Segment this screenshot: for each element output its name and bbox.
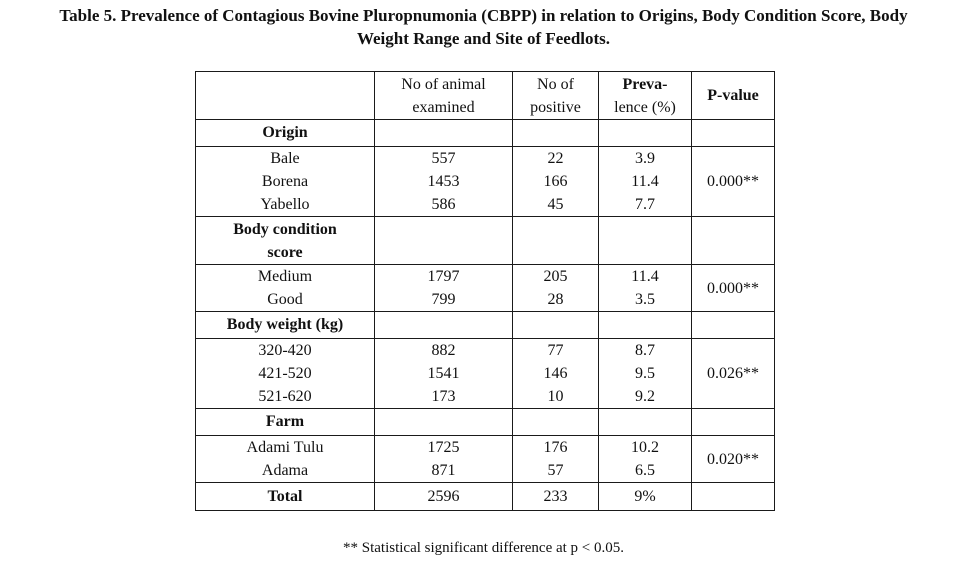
header-examined-line2: examined (412, 98, 475, 116)
prevalence-value: 3.9 (635, 150, 655, 167)
prevalence-value: 9.5 (635, 365, 655, 382)
header-prevalence-line1: Preva- (622, 75, 668, 93)
positive-value: 146 (543, 365, 568, 382)
positive-value: 166 (543, 173, 568, 190)
positive-value: 77 (547, 342, 564, 359)
header-empty-cell (195, 71, 375, 120)
prevalence-value: 8.7 (635, 342, 655, 359)
weight-positive: 77 146 10 (512, 338, 599, 409)
origin-p-value: 0.000** (691, 146, 775, 217)
positive-value: 57 (547, 462, 564, 479)
caption-line-2: Weight Range and Site of Feedlots. (356, 29, 611, 48)
bcs-prevalence: 11.4 3.5 (598, 264, 692, 312)
group-rows-farm: Adami Tulu Adama 1725 871 176 57 10.2 6.… (195, 435, 775, 483)
origin-examined: 557 1453 586 (374, 146, 513, 217)
section-title-weight: Body weight (kg) (195, 311, 375, 339)
examined-value: 1725 (427, 439, 460, 456)
header-prevalence: Preva- lence (%) (598, 71, 692, 120)
positive-value: 176 (543, 439, 568, 456)
caption-line-1: Table 5. Prevalence of Contagious Bovine… (59, 6, 908, 25)
positive-value: 22 (547, 150, 564, 167)
header-positive-line2: positive (530, 98, 581, 116)
row-label: Adami Tulu (246, 439, 324, 456)
section-title-bcs: Body condition score (195, 216, 375, 265)
weight-prevalence: 8.7 9.5 9.2 (598, 338, 692, 409)
header-prevalence-line2: lence (%) (614, 98, 676, 116)
total-examined: 2596 (374, 482, 513, 511)
header-p-value: P-value (691, 71, 775, 120)
weight-p-value: 0.026** (691, 338, 775, 409)
table-caption: Table 5. Prevalence of Contagious Bovine… (0, 4, 967, 50)
section-title-origin: Origin (195, 119, 375, 147)
examined-value: 1797 (427, 268, 460, 285)
bcs-labels: Medium Good (195, 264, 375, 312)
farm-prevalence: 10.2 6.5 (598, 435, 692, 483)
prevalence-value: 11.4 (631, 173, 659, 190)
row-label: Adama (261, 462, 309, 479)
bcs-p-value: 0.000** (691, 264, 775, 312)
group-rows-weight: 320-420 421-520 521-620 882 1541 173 77 … (195, 338, 775, 409)
section-row-bcs: Body condition score (195, 216, 775, 265)
section-title-farm: Farm (195, 408, 375, 436)
farm-labels: Adami Tulu Adama (195, 435, 375, 483)
prevalence-value: 6.5 (635, 462, 655, 479)
prevalence-value: 11.4 (631, 268, 659, 285)
prevalence-value: 7.7 (635, 196, 655, 213)
row-label: Bale (270, 150, 300, 167)
positive-value: 205 (543, 268, 568, 285)
header-examined-line1: No of animal (401, 75, 486, 93)
header-positive: No of positive (512, 71, 599, 120)
examined-value: 1541 (427, 365, 460, 382)
weight-examined: 882 1541 173 (374, 338, 513, 409)
total-prevalence: 9% (598, 482, 692, 511)
prevalence-table: No of animal examined No of positive Pre… (195, 71, 775, 511)
bcs-examined: 1797 799 (374, 264, 513, 312)
row-label: 521-620 (258, 388, 312, 405)
examined-value: 1453 (427, 173, 460, 190)
farm-p-value: 0.020** (691, 435, 775, 483)
examined-value: 586 (431, 196, 456, 213)
group-rows-bcs: Medium Good 1797 799 205 28 11.4 3.5 0.0… (195, 264, 775, 312)
positive-value: 28 (547, 291, 564, 308)
prevalence-value: 9.2 (635, 388, 655, 405)
section-row-farm: Farm (195, 408, 775, 436)
row-label: Good (267, 291, 303, 308)
positive-value: 10 (547, 388, 564, 405)
farm-examined: 1725 871 (374, 435, 513, 483)
row-label: 421-520 (258, 365, 312, 382)
section-row-origin: Origin (195, 119, 775, 147)
total-positive: 233 (512, 482, 599, 511)
header-examined: No of animal examined (374, 71, 513, 120)
row-label: Yabello (260, 196, 310, 213)
total-row: Total 2596 233 9% (195, 482, 775, 511)
row-label: 320-420 (258, 342, 312, 359)
examined-value: 882 (431, 342, 456, 359)
total-p-value-empty (691, 482, 775, 511)
origin-labels: Bale Borena Yabello (195, 146, 375, 217)
examined-value: 871 (431, 462, 456, 479)
origin-prevalence: 3.9 11.4 7.7 (598, 146, 692, 217)
origin-positive: 22 166 45 (512, 146, 599, 217)
farm-positive: 176 57 (512, 435, 599, 483)
row-label: Medium (257, 268, 313, 285)
header-positive-line1: No of (537, 75, 574, 93)
section-title-bcs-line1: Body condition (233, 220, 337, 238)
bcs-positive: 205 28 (512, 264, 599, 312)
section-row-weight: Body weight (kg) (195, 311, 775, 339)
weight-labels: 320-420 421-520 521-620 (195, 338, 375, 409)
group-rows-origin: Bale Borena Yabello 557 1453 586 22 166 … (195, 146, 775, 217)
total-label: Total (195, 482, 375, 511)
row-label: Borena (261, 173, 309, 190)
examined-value: 173 (431, 388, 456, 405)
examined-value: 799 (431, 291, 456, 308)
prevalence-value: 10.2 (631, 439, 659, 456)
section-title-bcs-line2: score (267, 243, 303, 261)
table-footnote: ** Statistical significant difference at… (342, 540, 625, 556)
prevalence-value: 3.5 (635, 291, 655, 308)
positive-value: 45 (547, 196, 564, 213)
table-header-row: No of animal examined No of positive Pre… (195, 71, 775, 120)
examined-value: 557 (431, 150, 456, 167)
